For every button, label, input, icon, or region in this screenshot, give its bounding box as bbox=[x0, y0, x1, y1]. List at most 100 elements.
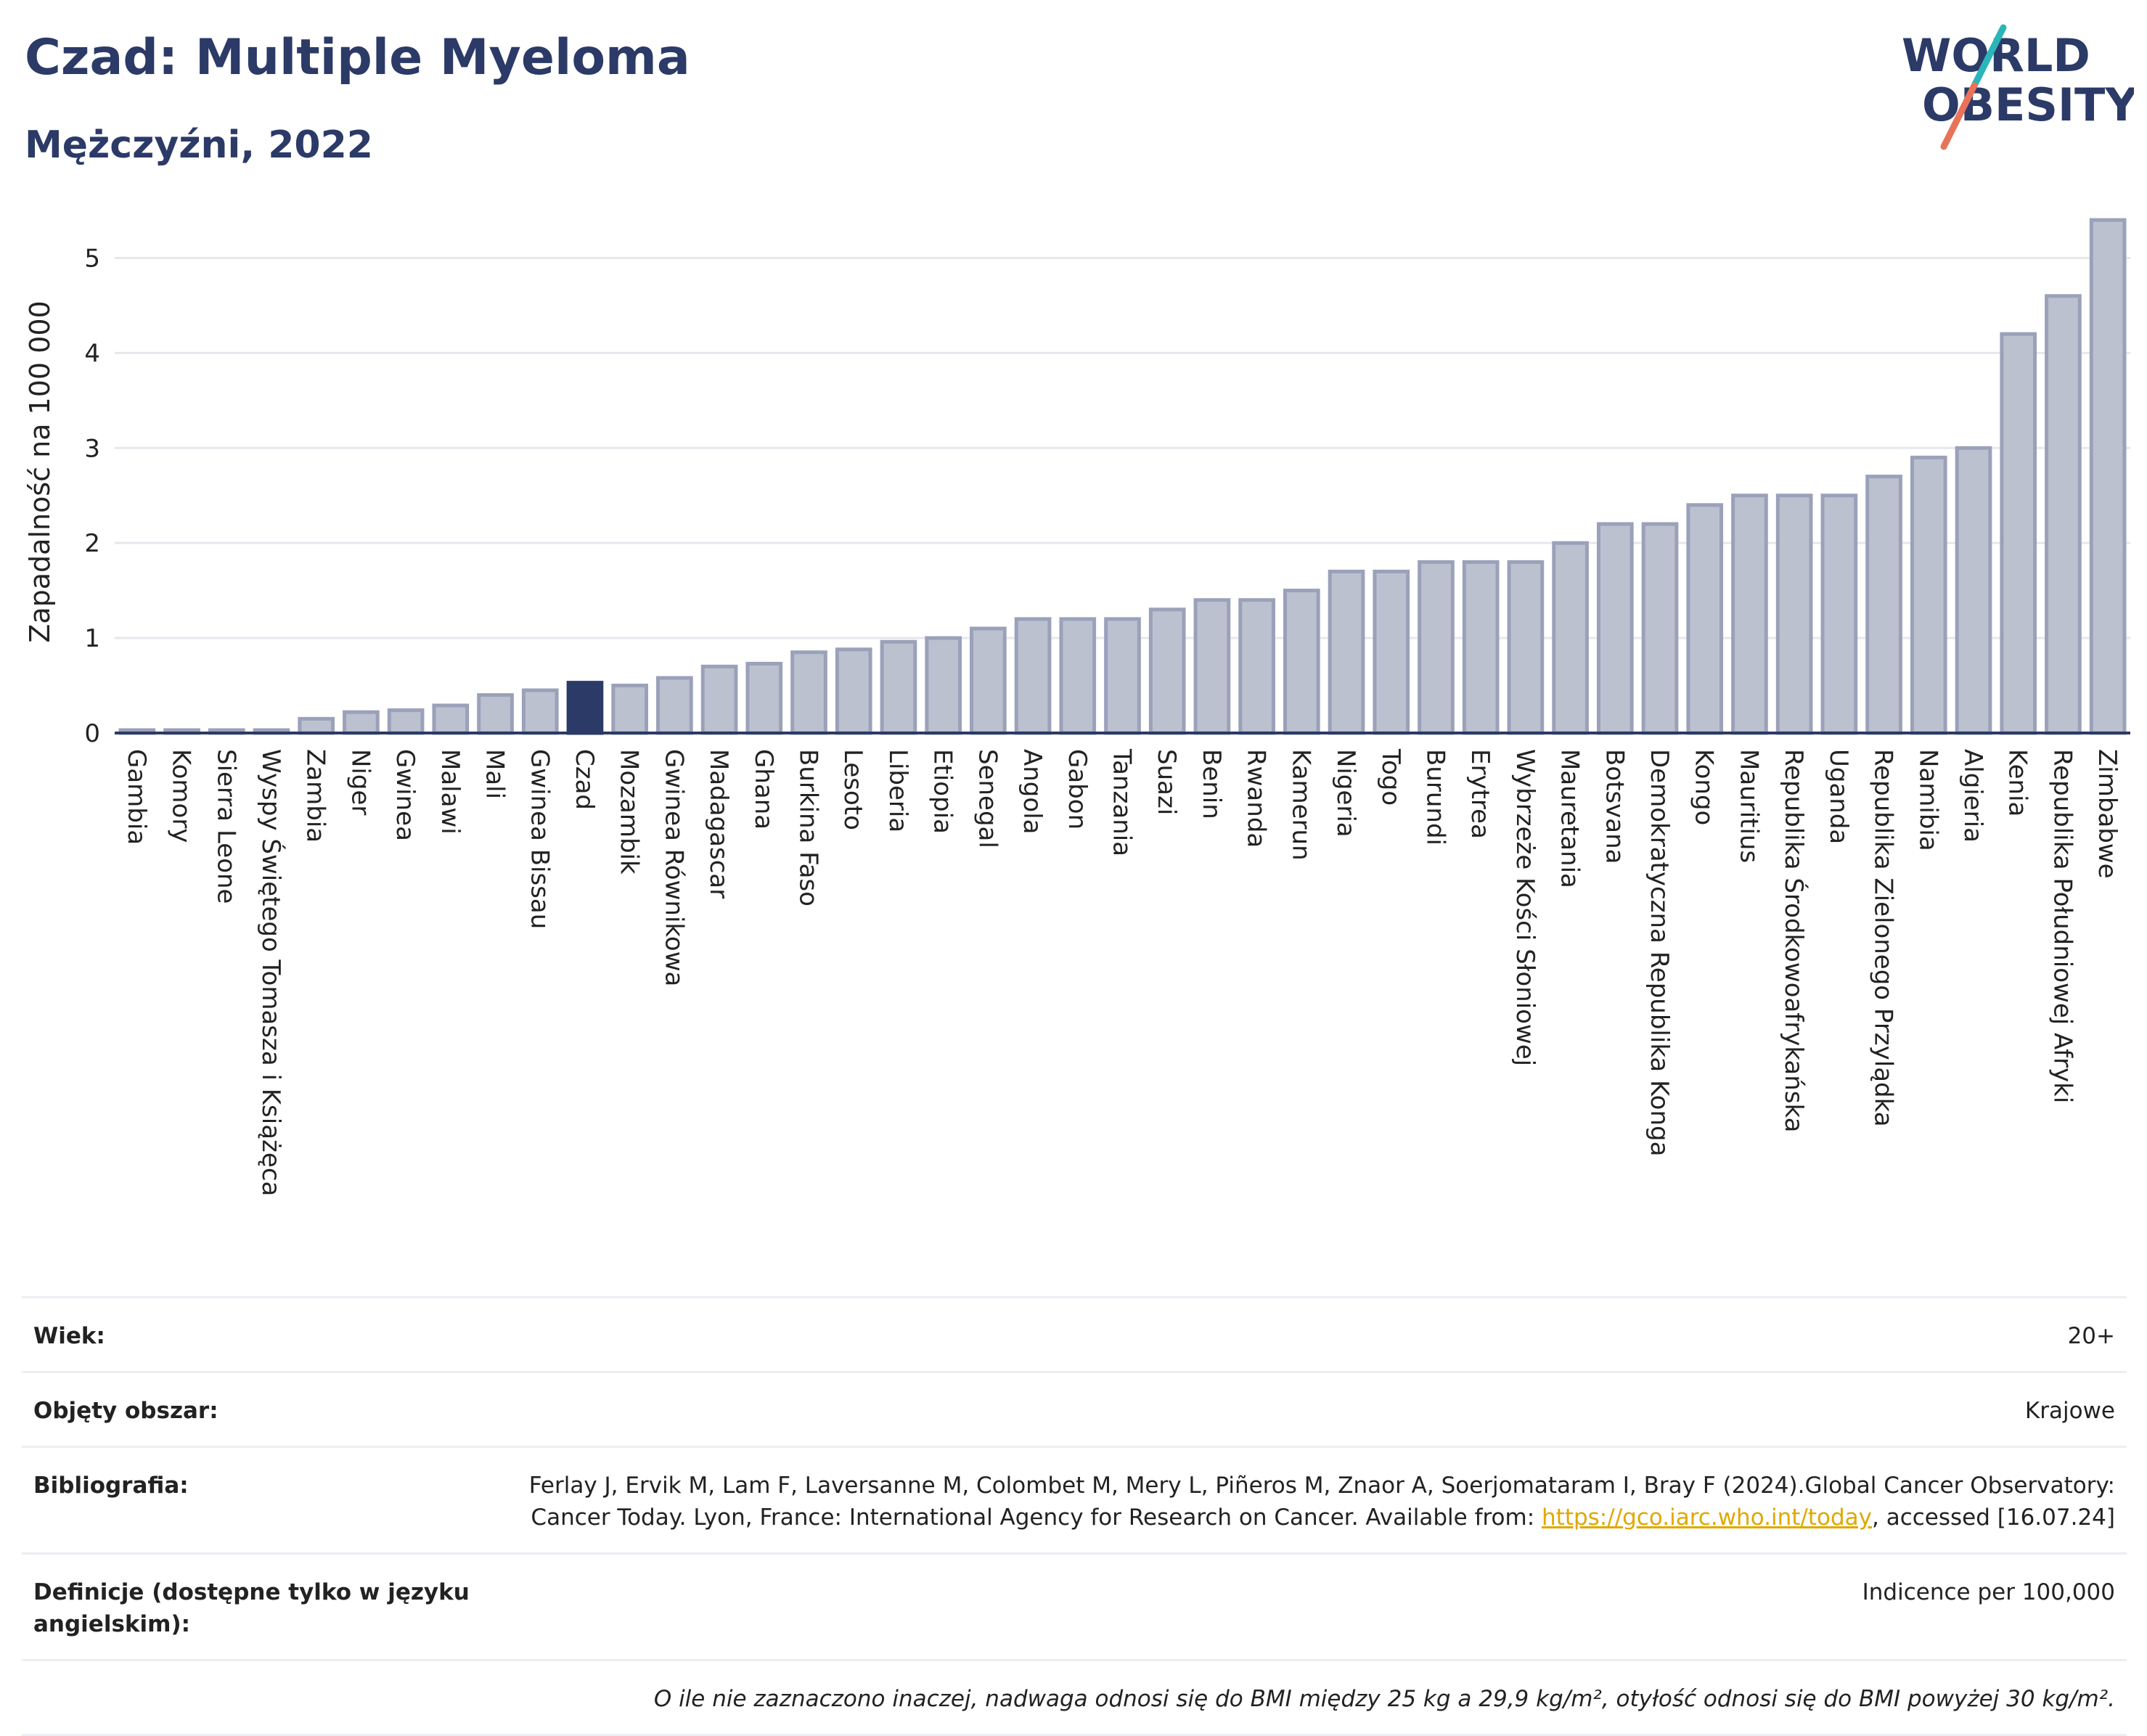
y-axis-label: Zapadalność na 100 000 bbox=[24, 300, 56, 642]
x-tick-label: Botsvana bbox=[1600, 749, 1629, 864]
bibliography-accessed: , accessed [16.07.24] bbox=[1871, 1504, 2115, 1531]
bar bbox=[1328, 569, 1365, 735]
x-tick-label: Tanzania bbox=[1108, 748, 1137, 856]
x-tick-label: Gwinea Bissau bbox=[525, 749, 554, 929]
y-tick-label: 3 bbox=[84, 434, 100, 463]
bar bbox=[1686, 503, 1724, 735]
bar bbox=[970, 626, 1007, 735]
x-tick-label: Zambia bbox=[301, 749, 330, 843]
x-tick-label: Gabon bbox=[1063, 749, 1092, 830]
x-tick-label: Liberia bbox=[883, 749, 912, 832]
x-tick-label: Togo bbox=[1376, 748, 1405, 806]
x-tick-label: Mali bbox=[480, 749, 510, 799]
bar bbox=[1373, 569, 1410, 735]
x-tick-label: Burkina Faso bbox=[794, 749, 823, 906]
bar bbox=[566, 681, 604, 735]
info-row-definitions: Definicje (dostępne tylko w języku angie… bbox=[22, 1552, 2127, 1659]
page-title: Czad: Multiple Myeloma bbox=[25, 29, 690, 86]
x-tick-label: Wybrzeże Kości Słoniowej bbox=[1510, 749, 1539, 1066]
x-tick-label: Gambia bbox=[122, 749, 151, 845]
bar bbox=[745, 661, 783, 735]
x-tick-label: Gwinea Równikowa bbox=[659, 749, 688, 986]
bar bbox=[1865, 475, 1902, 735]
x-tick-label: Mauritius bbox=[1734, 749, 1763, 863]
y-tick-label: 0 bbox=[84, 719, 100, 748]
bar bbox=[835, 647, 872, 735]
info-row-note: O ile nie zaznaczono inaczej, nadwaga od… bbox=[22, 1659, 2127, 1736]
logo-slash-teal bbox=[1971, 24, 2007, 89]
bar-chart: 0 1 2 3 4 5 Zapadalność na 100 000 Gambia Komory… bbox=[24, 218, 2130, 1196]
bar bbox=[477, 693, 514, 735]
bar bbox=[1820, 494, 1858, 735]
bar bbox=[1596, 522, 1634, 735]
x-tick-label: Wyspy Świętego Tomasza i Książęca bbox=[256, 749, 286, 1196]
bar bbox=[1238, 598, 1275, 735]
x-tick-label: Etiopia bbox=[928, 749, 957, 834]
bar bbox=[1059, 617, 1097, 735]
x-tick-label: Kenia bbox=[2003, 749, 2032, 816]
x-tick-label: Republika Zielonego Przylądka bbox=[1869, 749, 1898, 1127]
x-tick-label: Suazi bbox=[1152, 749, 1181, 815]
age-label: Wiek: bbox=[33, 1323, 105, 1349]
bar bbox=[790, 650, 827, 735]
bibliography-value: Ferlay J, Ervik M, Lam F, Laversanne M, … bbox=[483, 1470, 2115, 1534]
x-tick-label: Sierra Leone bbox=[211, 749, 240, 904]
x-tick-label: Niger bbox=[345, 749, 375, 815]
y-tick-label: 5 bbox=[84, 244, 100, 273]
x-tick-label: Rwanda bbox=[1242, 749, 1271, 848]
x-tick-label: Komory bbox=[167, 749, 196, 843]
x-tick-label: Ghana bbox=[749, 749, 778, 830]
bar bbox=[1418, 560, 1455, 735]
x-tick-label: Malawi bbox=[435, 749, 465, 835]
x-tick-label: Demokratyczna Republika Konga bbox=[1645, 749, 1674, 1156]
area-value: Krajowe bbox=[2024, 1398, 2115, 1424]
x-tick-label: Czad bbox=[570, 749, 599, 810]
x-tick-label: Nigeria bbox=[1331, 749, 1360, 838]
x-tick-label: Algieria bbox=[1958, 749, 1987, 843]
bibliography-label: Bibliografia: bbox=[33, 1473, 189, 1499]
y-tick-label: 1 bbox=[84, 624, 100, 653]
bar bbox=[1910, 455, 1947, 735]
x-tick-label: Kongo bbox=[1690, 749, 1719, 825]
bar bbox=[1283, 589, 1320, 735]
bar bbox=[1507, 560, 1545, 735]
bar bbox=[1462, 560, 1500, 735]
y-tick-label: 4 bbox=[84, 339, 100, 368]
x-tick-label: Lesoto bbox=[838, 749, 867, 830]
age-value: 20+ bbox=[2067, 1323, 2115, 1349]
bar bbox=[2089, 218, 2127, 735]
x-tick-label: Kamerun bbox=[1286, 749, 1315, 861]
info-row-age: Wiek: 20+ bbox=[22, 1296, 2127, 1371]
x-tick-label: Zimbabwe bbox=[2093, 749, 2122, 879]
bar bbox=[432, 703, 470, 735]
x-tick-label: Burundi bbox=[1420, 749, 1449, 846]
bar bbox=[1955, 446, 1992, 735]
page-subtitle: Mężczyźni, 2022 bbox=[25, 123, 373, 167]
x-tick-label: Gwinea bbox=[390, 749, 420, 841]
bar bbox=[2045, 294, 2082, 735]
footnote: O ile nie zaznaczono inaczej, nadwaga od… bbox=[653, 1686, 2115, 1712]
x-tick-label: Benin bbox=[1197, 749, 1226, 819]
info-table: Wiek: 20+ Objęty obszar: Krajowe Bibliog… bbox=[22, 1296, 2127, 1736]
info-row-bibliography: Bibliografia: Ferlay J, Ervik M, Lam F, … bbox=[22, 1446, 2127, 1552]
definitions-value: Indicence per 100,000 bbox=[1862, 1579, 2115, 1605]
x-tick-label: Madagascar bbox=[704, 749, 733, 898]
bar bbox=[1104, 617, 1141, 735]
x-tick-label: Republika Południowej Afryki bbox=[2048, 749, 2077, 1103]
definitions-label: Definicje (dostępne tylko w języku angie… bbox=[33, 1579, 470, 1637]
bibliography-link[interactable]: https://gco.iarc.who.int/today bbox=[1542, 1504, 1872, 1531]
bar bbox=[1775, 494, 1813, 735]
bar bbox=[298, 716, 335, 735]
bar bbox=[387, 708, 425, 735]
bibliography-text: Ferlay J, Ervik M, Lam F, Laversanne M, … bbox=[528, 1473, 2115, 1531]
x-tick-label: Mozambik bbox=[615, 749, 644, 875]
bar bbox=[343, 710, 380, 735]
bar bbox=[1552, 541, 1589, 735]
x-tick-label: Angola bbox=[1018, 749, 1047, 834]
bar bbox=[1731, 494, 1768, 735]
bar bbox=[1641, 522, 1679, 735]
bar bbox=[611, 684, 649, 735]
bar bbox=[1014, 617, 1052, 735]
x-tick-label: Senegal bbox=[973, 749, 1002, 848]
bar bbox=[1148, 607, 1186, 735]
